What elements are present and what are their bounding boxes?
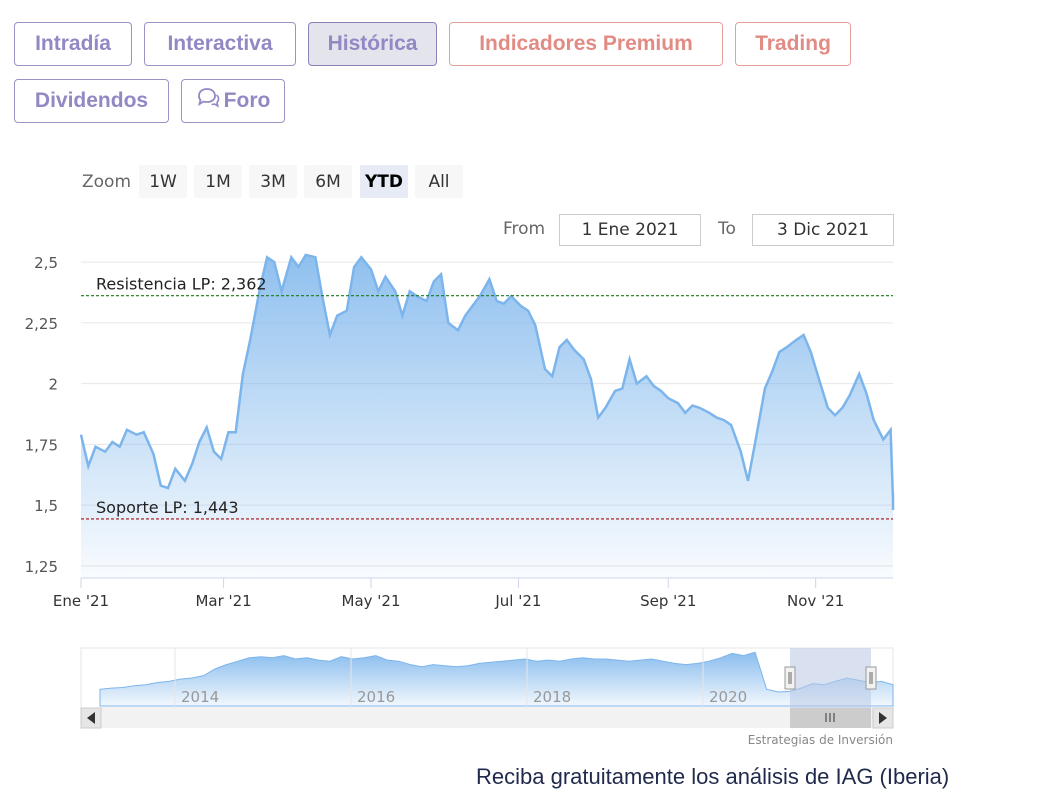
x-tick-label: Sep '21	[640, 592, 696, 610]
tab-indicadores-premium[interactable]: Indicadores Premium	[449, 22, 723, 66]
scrollbar-thumb[interactable]	[790, 708, 871, 728]
y-tick-label: 2,5	[34, 254, 58, 272]
tab-label: Foro	[223, 89, 271, 112]
x-tick-label: Jul '21	[494, 592, 541, 610]
navigator: 2014 2016 2018 2020	[80, 647, 894, 729]
x-tick-label: Mar '21	[195, 592, 251, 610]
tab-label: Interactiva	[167, 32, 273, 55]
navigator-selection[interactable]	[790, 648, 871, 708]
y-tick-label: 1,25	[25, 558, 58, 576]
range-from-label: From	[503, 219, 546, 239]
zoom-button-label: 1W	[149, 171, 177, 192]
zoom-all-button[interactable]: All	[415, 165, 463, 198]
zoom-button-label: YTD	[364, 171, 404, 192]
range-to-value: 3 Dic 2021	[776, 220, 870, 240]
navigator-year-label: 2016	[357, 688, 395, 706]
zoom-label: Zoom	[82, 172, 132, 192]
range-to-input[interactable]: 3 Dic 2021	[752, 214, 894, 246]
speech-bubbles-icon	[196, 87, 220, 115]
scrollbar-left-button[interactable]	[80, 707, 102, 729]
y-tick-label: 1,75	[25, 436, 58, 454]
tab-label: Dividendos	[34, 89, 149, 112]
tab-intradia[interactable]: Intradía	[14, 22, 132, 66]
tab-interactiva[interactable]: Interactiva	[144, 22, 296, 66]
x-tick-label: May '21	[342, 592, 401, 610]
navigator-left-handle[interactable]	[784, 666, 796, 690]
tab-label: Indicadores Premium	[479, 32, 693, 55]
zoom-button-label: 1M	[205, 171, 231, 192]
tab-label: Histórica	[327, 32, 418, 55]
range-from-input[interactable]: 1 Ene 2021	[559, 214, 701, 246]
navigator-area	[99, 651, 894, 707]
y-tick-label: 2	[48, 376, 58, 394]
y-tick-label: 1,5	[34, 497, 58, 515]
price-area	[81, 254, 893, 578]
tab-label: Intradía	[35, 32, 111, 55]
zoom-button-label: 3M	[260, 171, 286, 192]
range-to-label: To	[718, 219, 736, 239]
zoom-ytd-button[interactable]: YTD	[360, 165, 408, 198]
zoom-3m-button[interactable]: 3M	[249, 165, 297, 198]
zoom-1m-button[interactable]: 1M	[194, 165, 242, 198]
navigator-right-handle[interactable]	[865, 666, 877, 690]
tab-dividendos[interactable]: Dividendos	[14, 79, 169, 123]
zoom-1w-button[interactable]: 1W	[139, 165, 187, 198]
x-tick-label: Ene '21	[53, 592, 109, 610]
zoom-button-label: All	[428, 171, 450, 192]
zoom-button-label: 6M	[315, 171, 341, 192]
navigator-year-label: 2018	[533, 688, 571, 706]
navigator-frame	[80, 647, 894, 709]
footer-cta[interactable]: Reciba gratuitamente los análisis de IAG…	[476, 764, 950, 789]
arrow-left-icon	[87, 712, 95, 724]
navigator-year-label: 2020	[709, 688, 747, 706]
tab-foro[interactable]: Foro	[181, 79, 285, 123]
tab-label: Trading	[755, 32, 831, 55]
scrollbar-track[interactable]	[81, 708, 893, 728]
navigator-year-label: 2014	[181, 688, 219, 706]
y-tick-label: 2,25	[25, 315, 58, 333]
scrollbar-right-button[interactable]	[872, 707, 894, 729]
plot-line-label: Resistencia LP: 2,362	[96, 275, 267, 294]
plot-line-label: Soporte LP: 1,443	[96, 498, 239, 517]
x-tick-label: Nov '21	[787, 592, 844, 610]
tab-historica[interactable]: Histórica	[308, 22, 437, 66]
price-line	[79, 253, 895, 510]
chart-credit: Estrategias de Inversión	[748, 733, 893, 747]
arrow-right-icon	[879, 712, 887, 724]
zoom-6m-button[interactable]: 6M	[304, 165, 352, 198]
range-from-value: 1 Ene 2021	[581, 220, 679, 240]
tab-trading[interactable]: Trading	[735, 22, 851, 66]
